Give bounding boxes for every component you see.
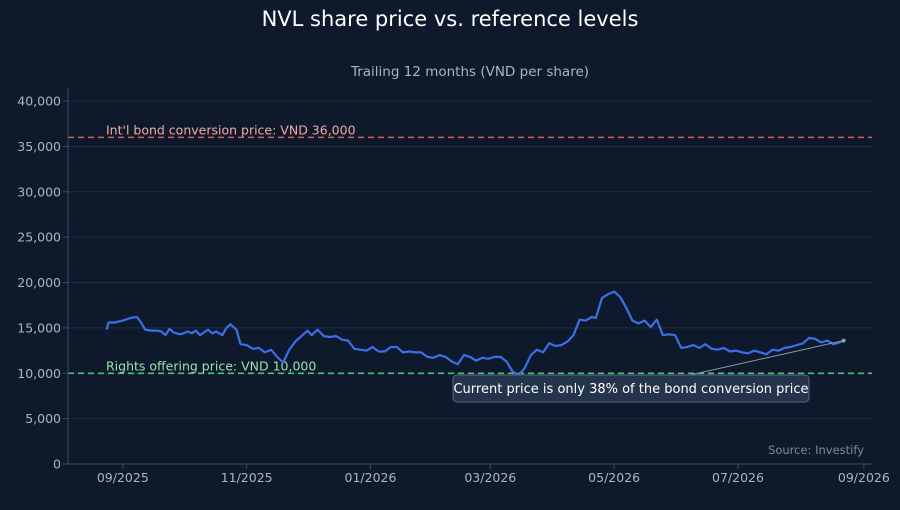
y-tick-label: 20,000	[17, 275, 61, 290]
chart-title: NVL share price vs. reference levels	[262, 7, 639, 31]
series-layer	[105, 290, 847, 377]
y-tick-label: 25,000	[17, 230, 61, 245]
source-note: Source: Investify	[768, 443, 864, 457]
reference-lines: Int'l bond conversion price: VND 36,000 R…	[68, 122, 872, 375]
x-tick-label: 01/2026	[345, 470, 397, 485]
reference-line-label: Int'l bond conversion price: VND 36,000	[106, 122, 356, 137]
annotations: Current price is only 38% of the bond co…	[452, 338, 846, 403]
annotation-box	[452, 374, 810, 403]
x-tick-label: 11/2025	[221, 470, 273, 485]
y-tick-label: 0	[53, 457, 61, 472]
y-tick-label: 30,000	[17, 184, 61, 199]
y-tick-label: 15,000	[17, 320, 61, 335]
reference-line-label: Rights offering price: VND 10,000	[106, 358, 316, 373]
price-series-line	[105, 290, 847, 377]
y-tick-label: 40,000	[17, 94, 61, 109]
y-tick-label: 35,000	[17, 139, 61, 154]
x-tick-label: 09/2026	[838, 470, 890, 485]
annotation-text: Current price is only 38% of the bond co…	[453, 382, 808, 397]
axes: 0 5,000 10,000 15,000 20,000 25,000 30,000 35,0…	[17, 88, 890, 485]
x-tick-label: 09/2025	[97, 470, 149, 485]
chart-subtitle: Trailing 12 months (VND per share)	[350, 64, 589, 80]
y-tick-label: 5,000	[25, 411, 61, 426]
annotation-arrow-head	[841, 338, 846, 343]
x-tick-label: 05/2026	[588, 470, 640, 485]
annotation-arrow	[689, 340, 844, 376]
x-tick-label: 07/2026	[712, 470, 764, 485]
x-tick-label: 03/2026	[464, 470, 516, 485]
y-tick-label: 10,000	[17, 366, 61, 381]
